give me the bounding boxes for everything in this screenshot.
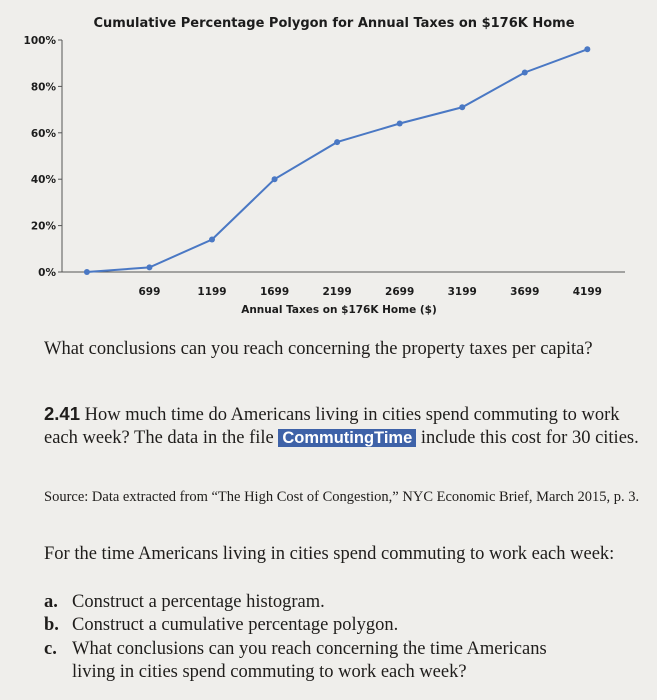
data-point bbox=[146, 264, 153, 271]
x-tick-label: 4199 bbox=[573, 286, 602, 298]
y-tick-label: 80% bbox=[31, 81, 57, 93]
problem-2-41: 2.41 How much time do Americans living i… bbox=[44, 402, 644, 450]
x-tick-label: 3199 bbox=[448, 286, 477, 298]
part-b-letter: b. bbox=[44, 615, 59, 635]
x-tick-label: 1199 bbox=[197, 286, 226, 298]
part-a-letter: a. bbox=[44, 592, 58, 612]
problem-text-end: include this cost for 30 cities. bbox=[420, 428, 639, 448]
y-tick-label: 40% bbox=[31, 174, 57, 186]
data-file-tag: CommutingTime bbox=[278, 429, 417, 447]
part-c-letter: c. bbox=[44, 639, 57, 659]
part-a: a. Construct a percentage histogram. bbox=[44, 591, 644, 614]
data-point bbox=[83, 269, 90, 275]
chart-title: Cumulative Percentage Polygon for Annual… bbox=[93, 16, 574, 31]
parts-lead: For the time Americans living in cities … bbox=[44, 544, 615, 564]
x-tick-label: 699 bbox=[138, 286, 160, 298]
source-note: Source: Data extracted from “The High Co… bbox=[44, 489, 640, 505]
data-point bbox=[271, 176, 278, 183]
question-intro: What conclusions can you reach concernin… bbox=[44, 339, 593, 359]
data-point bbox=[459, 104, 466, 111]
y-tick-label: 20% bbox=[31, 221, 57, 233]
part-a-text: Construct a percentage histogram. bbox=[72, 592, 325, 612]
part-b-text: Construct a cumulative percentage polygo… bbox=[72, 615, 399, 635]
y-tick-label: 0% bbox=[38, 267, 56, 279]
data-point bbox=[334, 139, 341, 146]
x-tick-label: 1699 bbox=[260, 286, 289, 298]
x-tick-label: 2699 bbox=[385, 286, 414, 298]
x-tick-label: 2199 bbox=[323, 286, 352, 298]
series-line bbox=[86, 48, 588, 273]
part-c: c. What conclusions can you reach concern… bbox=[44, 638, 644, 684]
y-tick-label: 60% bbox=[31, 128, 57, 140]
data-point bbox=[209, 236, 216, 243]
x-tick-label: 3699 bbox=[510, 286, 539, 298]
part-c-text-continued: living in cities spend commuting to work… bbox=[72, 662, 467, 682]
cumulative-percentage-chart: Cumulative Percentage Polygon for Annual… bbox=[0, 0, 657, 330]
data-point bbox=[584, 46, 591, 53]
chart-svg: Cumulative Percentage Polygon for Annual… bbox=[24, 16, 625, 316]
part-c-text: What conclusions can you reach concernin… bbox=[72, 639, 547, 659]
problem-number: 2.41 bbox=[44, 403, 81, 424]
y-tick-label: 100% bbox=[24, 35, 57, 47]
problem-text: How much time do Americans living in cit… bbox=[44, 405, 620, 448]
part-b: b. Construct a cumulative percentage poly… bbox=[44, 614, 644, 637]
data-point bbox=[521, 69, 528, 76]
x-axis-label: Annual Taxes on $176K Home ($) bbox=[241, 304, 437, 316]
data-point bbox=[396, 120, 403, 127]
